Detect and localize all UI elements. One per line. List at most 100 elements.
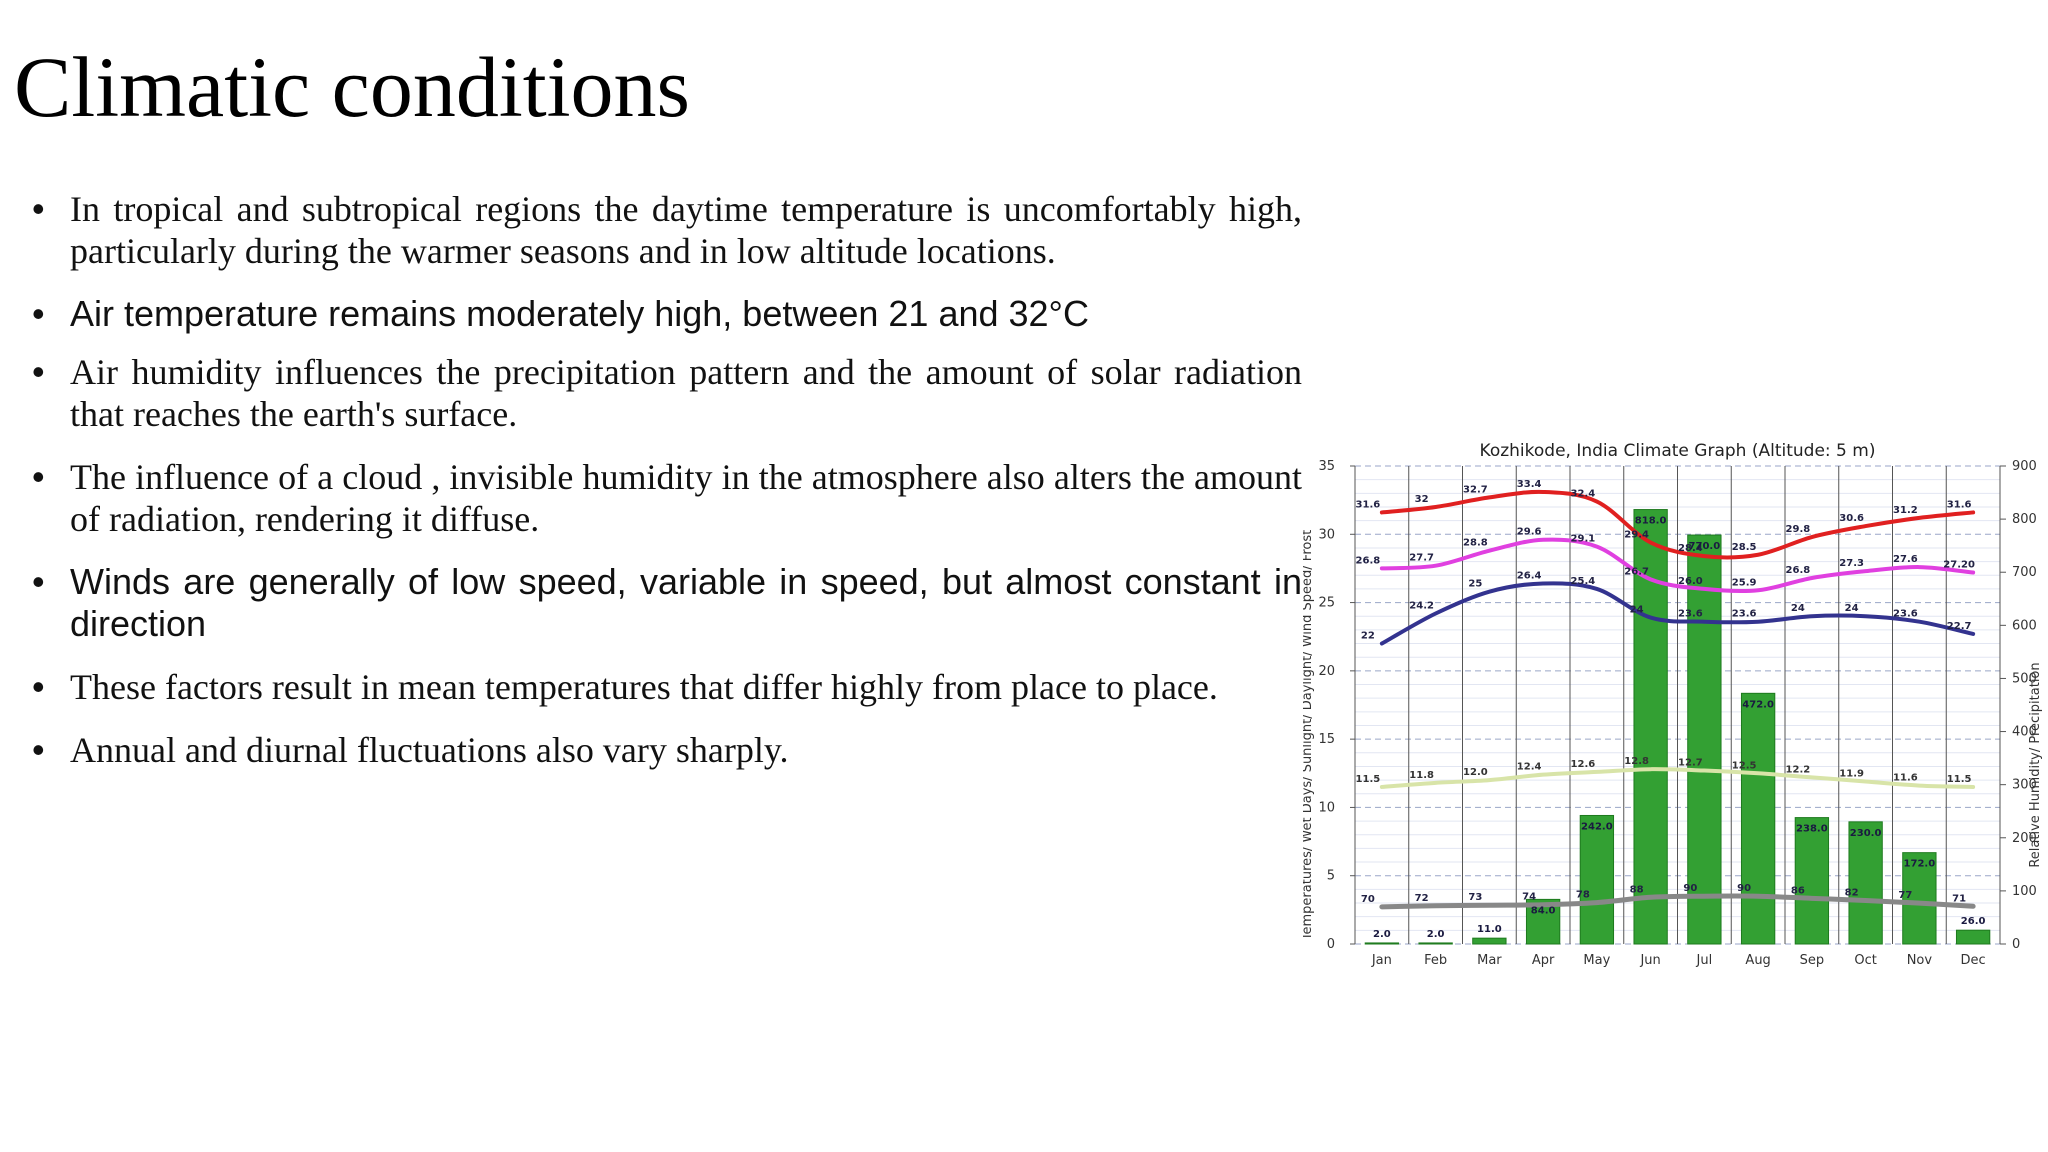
humidity-data-label: 73 — [1468, 892, 1482, 903]
mean-temp-data-label: 26.0 — [1678, 576, 1703, 587]
min-temp-line — [1379, 581, 1976, 646]
precipitation-bar — [1687, 534, 1722, 945]
max-temp-data-label: 32.4 — [1571, 489, 1596, 500]
daylight-data-label: 12.0 — [1463, 767, 1488, 778]
mean-temp-data-label: 27.3 — [1839, 558, 1864, 569]
precipitation-bar — [1955, 929, 1991, 945]
mean-temp-data-label: 26.8 — [1356, 555, 1381, 566]
min-temp-data-label: 24.2 — [1409, 600, 1434, 611]
precipitation-data-label: 238.0 — [1796, 824, 1828, 835]
min-temp-data-label: 25.4 — [1571, 576, 1596, 587]
precipitation-data-label: 84.0 — [1531, 905, 1556, 916]
bullet-list: In tropical and subtropical regions the … — [30, 188, 1302, 792]
y-tick-label: 0 — [1327, 937, 1335, 952]
bullet-item: Air temperature remains moderately high,… — [30, 293, 1302, 335]
y-tick-label: 30 — [1318, 527, 1335, 542]
max-temp-data-label: 31.6 — [1356, 499, 1381, 510]
humidity-data-label: 82 — [1845, 887, 1859, 898]
y-axis-title: Temperatures/ Wet Days/ Sunlight/ Daylig… — [1303, 530, 1315, 941]
bullet-item: The influence of a cloud , invisible hum… — [30, 456, 1302, 540]
max-temp-data-label: 31.2 — [1893, 505, 1918, 516]
x-tick-label: Jan — [1371, 953, 1392, 968]
humidity-data-label: 88 — [1630, 884, 1644, 895]
precipitation-data-label: 472.0 — [1742, 699, 1774, 710]
precipitation-bar — [1902, 852, 1937, 945]
bullet-item: Air humidity influences the precipitatio… — [30, 351, 1302, 435]
min-temp-data-label: 25 — [1468, 579, 1482, 590]
mean-temp-data-label: 29.1 — [1571, 534, 1596, 545]
min-temp-data-label: 23.6 — [1678, 609, 1703, 620]
x-tick-label: Sep — [1800, 953, 1825, 968]
min-temp-data-label: 22 — [1361, 631, 1375, 642]
mean-temp-data-label: 27.7 — [1409, 553, 1434, 564]
mean-temp-line — [1379, 537, 1976, 594]
precipitation-data-label: 26.0 — [1961, 916, 1986, 927]
y2-tick-label: 200 — [2012, 831, 2037, 846]
max-temp-data-label: 32.7 — [1463, 484, 1488, 495]
mean-temp-data-label: 25.9 — [1732, 577, 1757, 588]
slide-title: Climatic conditions — [14, 39, 690, 135]
bullet-item: In tropical and subtropical regions the … — [30, 188, 1302, 272]
y-tick-label: 15 — [1318, 732, 1335, 747]
y2-tick-label: 400 — [2012, 725, 2037, 740]
y2-axis-title: Relative Humidity/ Precipitation — [2028, 662, 2043, 867]
precipitation-data-label: 230.0 — [1850, 828, 1882, 839]
min-temp-data-label: 23.6 — [1732, 609, 1757, 620]
min-temp-data-label: 23.6 — [1893, 609, 1918, 620]
y2-tick-label: 100 — [2012, 884, 2037, 899]
bullet-item: Winds are generally of low speed, variab… — [30, 561, 1302, 645]
x-tick-label: Dec — [1961, 953, 1986, 968]
y2-tick-label: 700 — [2012, 565, 2037, 580]
mean-temp-data-label: 27.6 — [1893, 554, 1918, 565]
mean-temp-data-label: 26.7 — [1624, 566, 1649, 577]
max-temp-data-label: 31.6 — [1947, 499, 1972, 510]
humidity-line — [1379, 893, 1976, 910]
precipitation-bar — [1472, 937, 1507, 945]
precipitation-data-label: 242.0 — [1581, 821, 1613, 832]
daylight-data-label: 12.2 — [1786, 764, 1811, 775]
daylight-data-label: 12.8 — [1624, 756, 1649, 767]
x-tick-label: Feb — [1424, 953, 1447, 968]
bullet-item: These factors result in mean temperature… — [30, 666, 1302, 708]
bullet-item: Annual and diurnal fluctuations also var… — [30, 729, 1302, 771]
daylight-data-label: 12.4 — [1517, 762, 1542, 773]
max-temp-data-label: 33.4 — [1517, 479, 1542, 490]
precipitation-data-label: 172.0 — [1904, 859, 1936, 870]
max-temp-line — [1379, 489, 1976, 560]
x-tick-label: Jul — [1696, 953, 1713, 968]
daylight-line — [1379, 767, 1976, 789]
max-temp-data-label: 29.8 — [1786, 524, 1811, 535]
y-tick-label: 25 — [1318, 596, 1335, 611]
precipitation-bar — [1579, 814, 1615, 945]
y2-tick-label: 600 — [2012, 618, 2037, 633]
min-temp-data-label: 24 — [1791, 603, 1805, 614]
climate-chart: 0 5 10 15 20 25 30 35 0 100 200 300 400 500 600 700 800 9… — [1303, 436, 2048, 1152]
max-temp-data-label: 28.5 — [1732, 542, 1757, 553]
mean-temp-data-label: 28.8 — [1463, 538, 1488, 549]
daylight-data-label: 12.7 — [1678, 758, 1703, 769]
x-tick-label: Oct — [1854, 953, 1876, 968]
x-tick-label: Apr — [1532, 953, 1555, 968]
humidity-data-label: 78 — [1576, 890, 1590, 901]
mean-temp-data-label: 27.20 — [1943, 560, 1975, 571]
y2-tick-label: 300 — [2012, 778, 2037, 793]
mean-temp-data-label: 29.6 — [1517, 527, 1542, 538]
x-tick-label: Aug — [1745, 953, 1770, 968]
y2-tick-label: 800 — [2012, 512, 2037, 527]
precipitation-bar — [1364, 942, 1400, 945]
daylight-data-label: 11.9 — [1839, 768, 1864, 779]
min-temp-data-label: 22.7 — [1947, 621, 1972, 632]
precipitation-bar — [1794, 817, 1830, 945]
daylight-data-label: 11.5 — [1356, 774, 1381, 785]
y-tick-label: 10 — [1318, 800, 1335, 815]
humidity-data-label: 72 — [1415, 893, 1429, 904]
humidity-data-label: 71 — [1952, 893, 1966, 904]
y2-tick-label: 0 — [2012, 937, 2020, 952]
climate-chart-svg: 0 5 10 15 20 25 30 35 0 100 200 300 400 500 600 700 800 9… — [1303, 441, 2043, 968]
x-tick-label: Nov — [1907, 953, 1933, 968]
humidity-data-label: 74 — [1522, 892, 1536, 903]
precipitation-data-label: 11.0 — [1477, 924, 1502, 935]
max-temp-data-label: 32 — [1415, 494, 1429, 505]
max-temp-data-label: 30.6 — [1839, 513, 1864, 524]
x-tick-label: Jun — [1639, 953, 1660, 968]
